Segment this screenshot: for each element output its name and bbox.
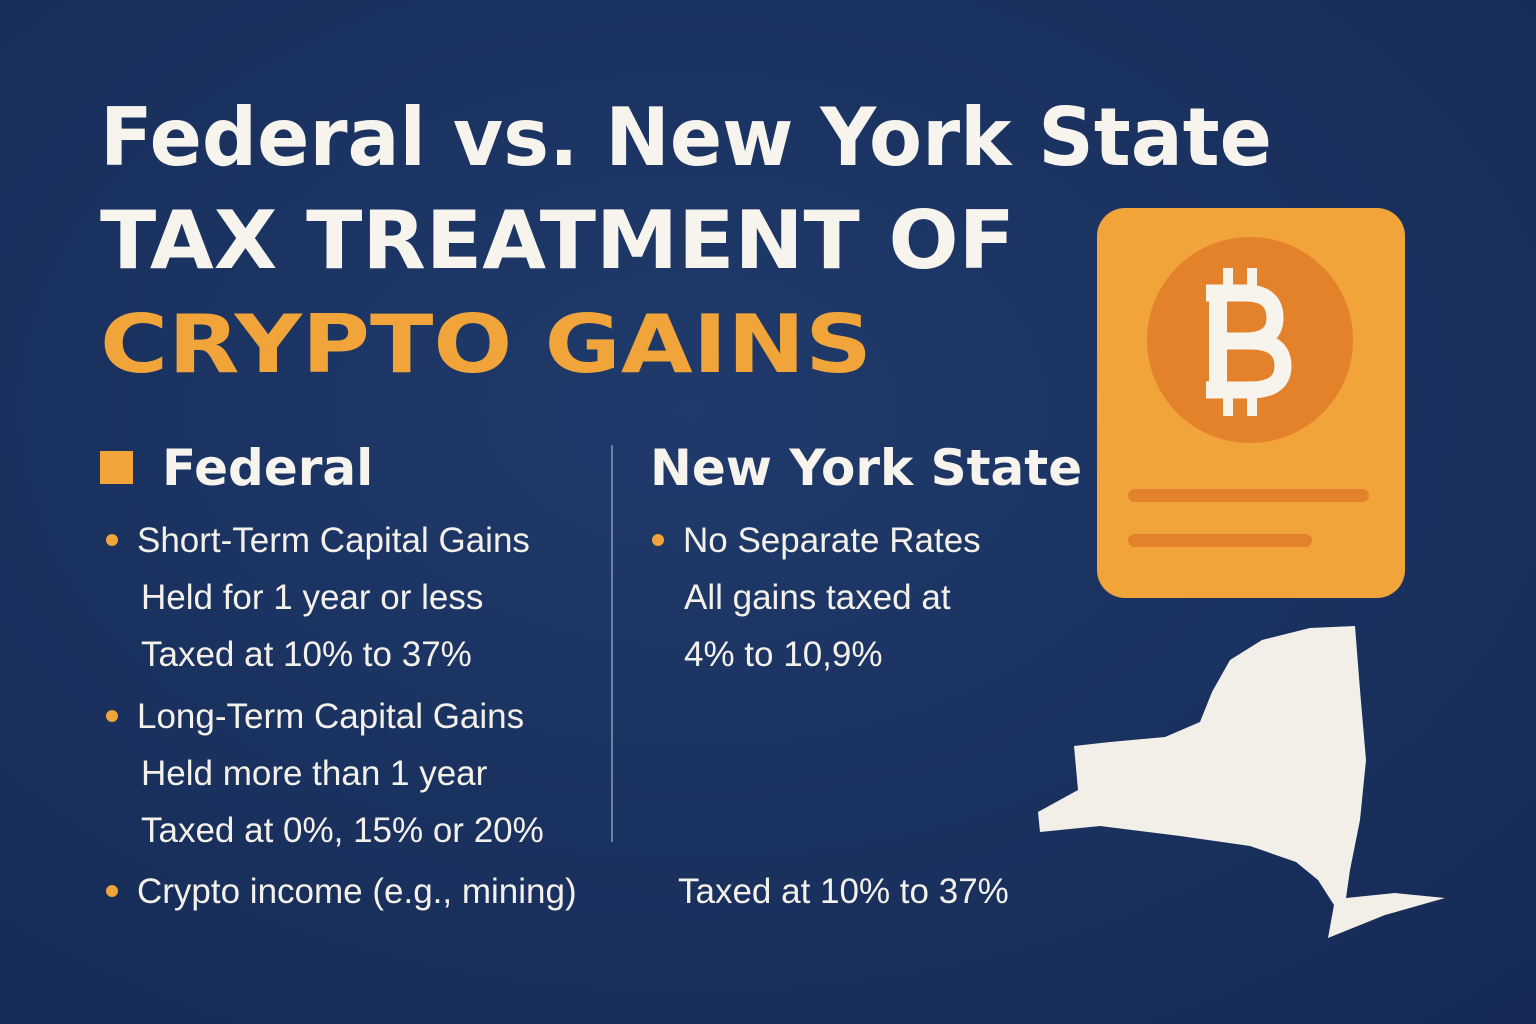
item-detail: Held for 1 year or less [141, 578, 483, 617]
item-detail: Taxed at 10% to 37% [678, 872, 1009, 911]
crypto-document-icon [1097, 208, 1405, 598]
bullet [652, 534, 664, 546]
section-heading: Federal [162, 439, 373, 497]
item-detail: Taxed at 0%, 15% or 20% [141, 811, 544, 850]
item-detail: Taxed at 10% to 37% [141, 635, 472, 674]
new-york-map [1038, 626, 1445, 938]
item-detail: 4% to 10,9% [684, 635, 882, 674]
item-label: Crypto income (e.g., mining) [137, 872, 577, 911]
item-label: No Separate Rates [683, 521, 981, 560]
section-heading: New York State [650, 439, 1082, 497]
bullet [106, 534, 118, 546]
item-detail: All gains taxed at [684, 578, 951, 617]
item-detail: Held more than 1 year [141, 754, 488, 793]
title-line: Federal vs. New York State [100, 91, 1272, 184]
title-line: CRYPTO GAINS [100, 298, 872, 391]
section-marker [100, 451, 133, 484]
title-line: TAX TREATMENT OF [100, 194, 1015, 287]
bullet [106, 885, 118, 897]
item-label: Short-Term Capital Gains [137, 521, 530, 560]
bullet [106, 710, 118, 722]
item-label: Long-Term Capital Gains [137, 697, 524, 736]
